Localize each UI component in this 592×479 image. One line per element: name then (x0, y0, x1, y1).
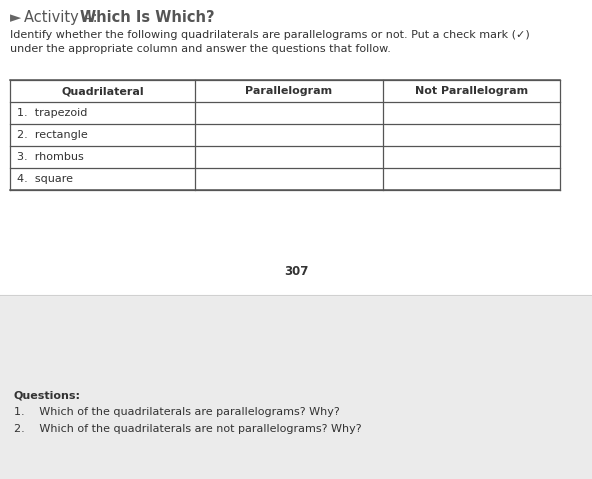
Text: 4.  square: 4. square (17, 174, 73, 184)
Text: 3.  rhombus: 3. rhombus (17, 152, 83, 162)
Text: 2.  Which of the quadrilaterals are not parallelograms? Why?: 2. Which of the quadrilaterals are not p… (14, 424, 362, 434)
Text: ►: ► (10, 10, 21, 25)
Bar (0, 295, 592, 479)
Bar (10, 80, 560, 190)
Text: Activity 4:: Activity 4: (24, 10, 98, 25)
Text: Questions:: Questions: (14, 390, 81, 400)
Text: Identify whether the following quadrilaterals are parallelograms or not. Put a c: Identify whether the following quadrilat… (10, 30, 530, 40)
Text: 307: 307 (284, 265, 308, 278)
Text: Which Is Which?: Which Is Which? (80, 10, 215, 25)
Text: Parallelogram: Parallelogram (246, 86, 333, 96)
Text: Quadrilateral: Quadrilateral (61, 86, 144, 96)
Text: 1.  Which of the quadrilaterals are parallelograms? Why?: 1. Which of the quadrilaterals are paral… (14, 407, 340, 417)
Text: under the appropriate column and answer the questions that follow.: under the appropriate column and answer … (10, 44, 391, 54)
Text: 2.  rectangle: 2. rectangle (17, 130, 88, 140)
Text: Not Parallelogram: Not Parallelogram (415, 86, 528, 96)
Text: 1.  trapezoid: 1. trapezoid (17, 108, 88, 118)
Bar (0, 0, 592, 295)
